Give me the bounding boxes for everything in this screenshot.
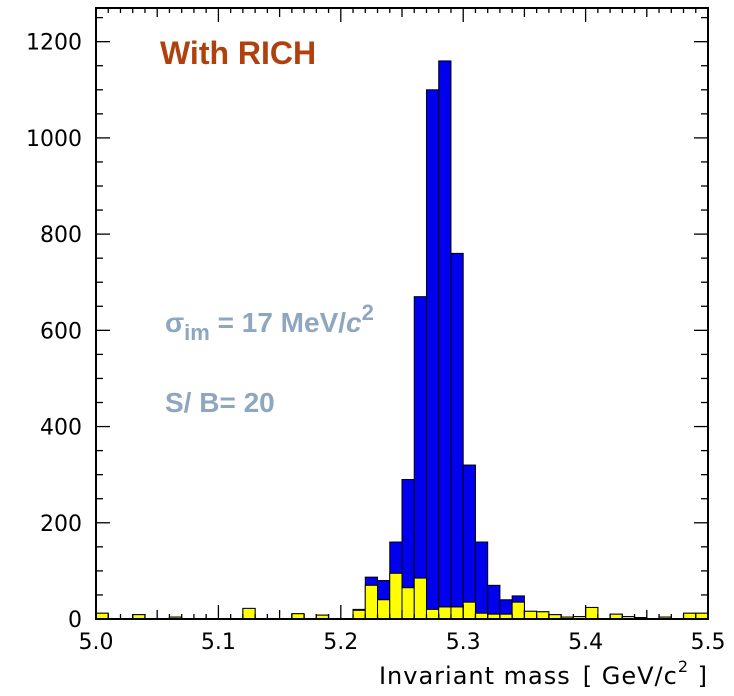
y-tick-label: 0 — [68, 608, 82, 633]
total-bin-30 — [462, 464, 476, 620]
background-bin-34 — [511, 601, 525, 620]
x-tick-labels: 5.0 5.1 5.2 5.3 5.4 5.5 — [79, 630, 726, 655]
background-bin-35 — [523, 610, 538, 620]
total-bin-26 — [413, 296, 427, 620]
x-axis-unit-end: ] — [689, 662, 708, 690]
background-bin-27 — [425, 608, 440, 620]
background-bin-22 — [364, 584, 379, 620]
background-bin-29 — [450, 606, 464, 620]
y-tick-label: 1000 — [26, 127, 82, 152]
signal-background-annotation: S/ B= 20 — [165, 387, 275, 418]
total-bin-27 — [425, 89, 440, 620]
y-tick-label: 1200 — [26, 31, 82, 56]
background-bin-30 — [462, 601, 476, 620]
background-bin-21 — [352, 609, 366, 620]
background-bin-40 — [585, 606, 599, 620]
x-tick-label: 5.2 — [323, 630, 358, 655]
background-bin-26 — [413, 577, 427, 620]
total-bin-29 — [450, 252, 464, 620]
sigma-subscript: im — [184, 320, 210, 345]
background-bin-12 — [242, 607, 256, 620]
resolution-value: = 17 MeV/ — [210, 307, 346, 338]
total-bin-28 — [438, 60, 452, 620]
background-bin-25 — [401, 587, 415, 620]
y-tick-label: 200 — [40, 512, 82, 537]
total-bin-31 — [474, 541, 489, 620]
x-axis-unit: [ GeV/c — [583, 662, 678, 690]
y-tick-labels: 0 200 400 600 800 1000 1200 — [26, 31, 82, 633]
background-bin-28 — [438, 606, 452, 620]
x-axis-unit-superscript: 2 — [678, 657, 689, 676]
background-bin-23 — [377, 599, 391, 620]
y-tick-label: 800 — [40, 223, 82, 248]
resolution-unit: c — [346, 307, 362, 338]
x-tick-label: 5.3 — [446, 630, 481, 655]
background-bin-36 — [536, 611, 550, 620]
x-tick-label: 5.0 — [79, 630, 114, 655]
chart-title: With RICH — [160, 35, 316, 71]
x-axis-label: Invariant mass — [379, 662, 571, 690]
x-tick-label: 5.1 — [201, 630, 236, 655]
x-tick-label: 5.4 — [568, 630, 603, 655]
plot-frame — [95, 7, 709, 620]
x-axis-title: Invariant mass [ GeV/c2 ] — [379, 657, 708, 690]
x-tick-label: 5.5 — [691, 630, 726, 655]
resolution-annotation: σim = 17 MeV/c2 — [165, 300, 374, 345]
resolution-superscript: 2 — [362, 300, 374, 325]
sigma-symbol: σ — [165, 307, 184, 338]
background-bin-24 — [389, 572, 403, 620]
y-tick-label: 600 — [40, 319, 82, 344]
y-tick-label: 400 — [40, 416, 82, 441]
